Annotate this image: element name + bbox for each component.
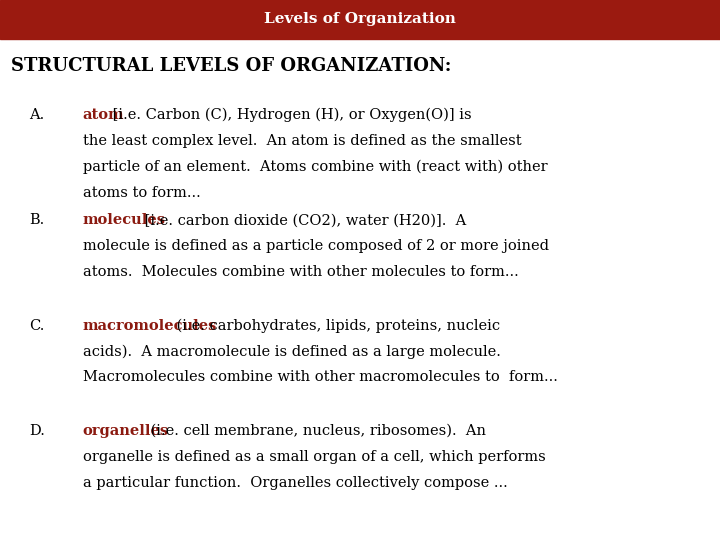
Text: B.: B. (29, 213, 44, 227)
Text: Macromolecules combine with other macromolecules to  form...: Macromolecules combine with other macrom… (83, 370, 558, 384)
Text: a particular function.  Organelles collectively compose ...: a particular function. Organelles collec… (83, 476, 508, 490)
Text: atoms.  Molecules combine with other molecules to form...: atoms. Molecules combine with other mole… (83, 265, 518, 279)
Text: (i.e. cell membrane, nucleus, ribosomes).  An: (i.e. cell membrane, nucleus, ribosomes)… (146, 424, 487, 438)
Text: organelle is defined as a small organ of a cell, which performs: organelle is defined as a small organ of… (83, 450, 546, 464)
Text: (i.e. carbohydrates, lipids, proteins, nucleic: (i.e. carbohydrates, lipids, proteins, n… (172, 319, 500, 333)
Text: molecule is defined as a particle composed of 2 or more joined: molecule is defined as a particle compos… (83, 239, 549, 253)
Text: organelles: organelles (83, 424, 169, 438)
Text: C.: C. (29, 319, 44, 333)
Text: atom: atom (83, 108, 125, 122)
Text: [i.e. carbon dioxide (CO2), water (H20)].  A: [i.e. carbon dioxide (CO2), water (H20)]… (140, 213, 467, 227)
Text: [i.e. Carbon (C), Hydrogen (H), or Oxygen(O)] is: [i.e. Carbon (C), Hydrogen (H), or Oxyge… (108, 108, 472, 123)
Text: D.: D. (29, 424, 45, 438)
FancyBboxPatch shape (0, 0, 720, 39)
Text: atoms to form...: atoms to form... (83, 186, 201, 200)
Text: particle of an element.  Atoms combine with (react with) other: particle of an element. Atoms combine wi… (83, 160, 547, 174)
Text: A.: A. (29, 108, 44, 122)
Text: the least complex level.  An atom is defined as the smallest: the least complex level. An atom is defi… (83, 134, 521, 148)
Text: molecules: molecules (83, 213, 166, 227)
Text: Levels of Organization: Levels of Organization (264, 12, 456, 26)
Text: macromolecules: macromolecules (83, 319, 217, 333)
Text: acids).  A macromolecule is defined as a large molecule.: acids). A macromolecule is defined as a … (83, 345, 500, 359)
Text: STRUCTURAL LEVELS OF ORGANIZATION:: STRUCTURAL LEVELS OF ORGANIZATION: (11, 57, 451, 75)
